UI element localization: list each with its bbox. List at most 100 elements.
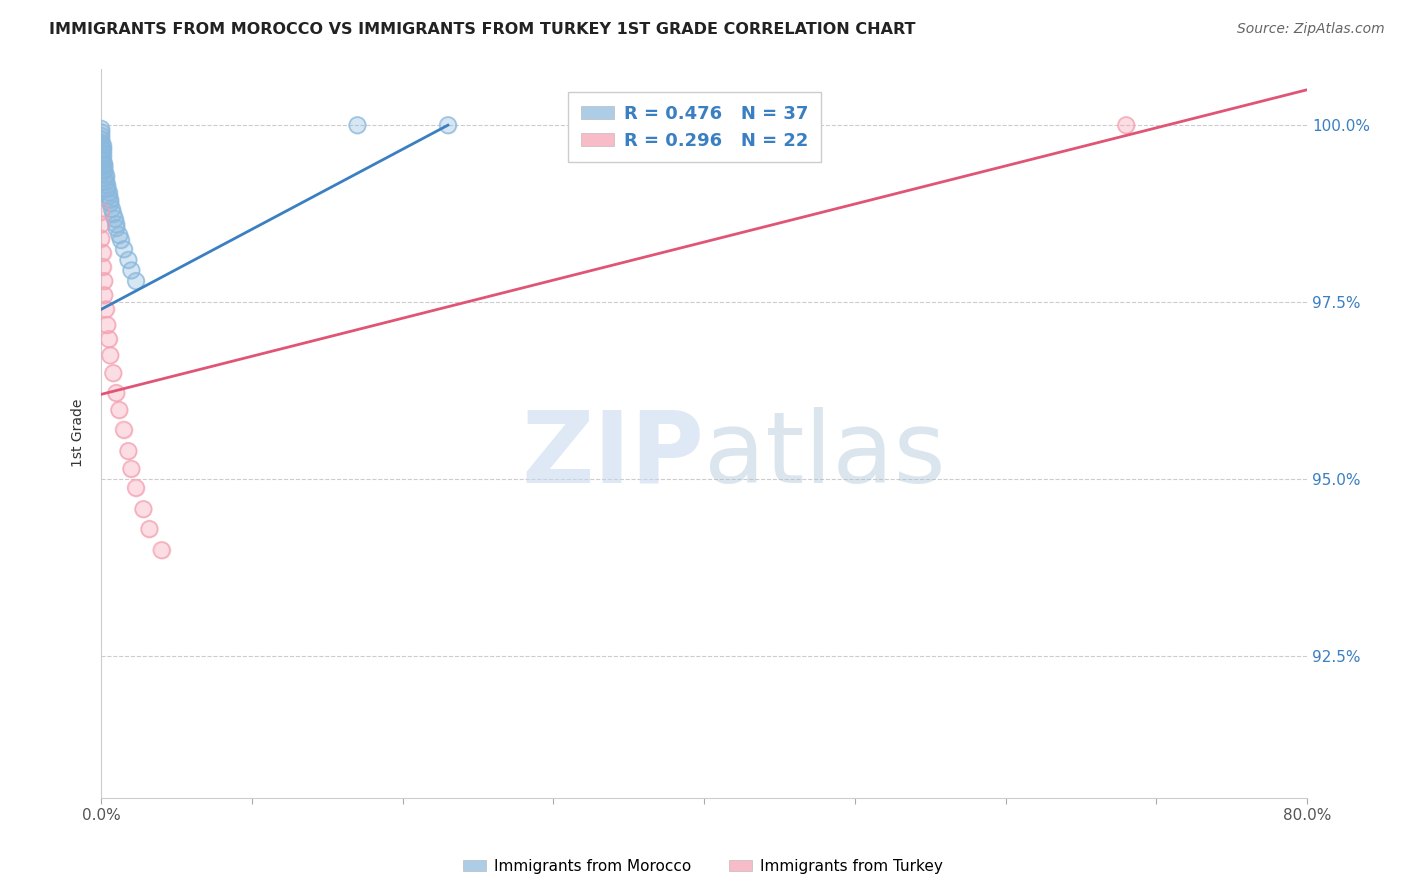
Point — [103, 207, 125, 221]
Text: atlas: atlas — [704, 407, 946, 504]
Point — [98, 348, 121, 362]
Point — [97, 186, 120, 200]
Point — [346, 118, 368, 132]
Point — [90, 204, 112, 219]
Point — [437, 118, 460, 132]
Point — [90, 231, 112, 245]
Point — [105, 220, 128, 235]
Point — [100, 202, 122, 216]
Point — [105, 220, 128, 235]
Point — [132, 502, 155, 516]
Point — [1115, 118, 1137, 132]
Point — [112, 242, 135, 256]
Point — [110, 233, 132, 247]
Point — [90, 132, 112, 146]
Point — [120, 263, 142, 277]
Point — [125, 274, 148, 288]
Point — [97, 189, 120, 203]
Point — [100, 202, 122, 216]
Point — [91, 150, 114, 164]
Point — [437, 118, 460, 132]
Y-axis label: 1st Grade: 1st Grade — [72, 399, 86, 467]
Point — [91, 143, 114, 157]
Point — [108, 403, 131, 417]
Point — [90, 231, 112, 245]
Point — [105, 385, 128, 400]
Point — [90, 136, 112, 150]
Point — [117, 444, 139, 458]
Point — [97, 189, 120, 203]
Point — [96, 182, 118, 196]
Point — [90, 218, 112, 232]
Point — [91, 138, 114, 153]
Point — [125, 481, 148, 495]
Point — [150, 543, 173, 558]
Point — [90, 121, 112, 136]
Point — [94, 302, 117, 317]
Point — [94, 168, 117, 182]
Point — [97, 332, 120, 346]
Point — [98, 193, 121, 207]
Point — [91, 143, 114, 157]
Point — [138, 522, 160, 536]
Point — [104, 211, 127, 226]
Point — [105, 218, 128, 232]
Point — [90, 218, 112, 232]
Point — [91, 150, 114, 164]
Point — [108, 227, 131, 242]
Point — [108, 403, 131, 417]
Point — [91, 260, 114, 274]
Point — [93, 162, 115, 177]
Text: Source: ZipAtlas.com: Source: ZipAtlas.com — [1237, 22, 1385, 37]
Point — [132, 502, 155, 516]
Point — [120, 461, 142, 475]
Point — [90, 132, 112, 146]
Point — [93, 159, 115, 173]
Point — [94, 175, 117, 189]
Point — [93, 159, 115, 173]
Point — [90, 128, 112, 143]
Point — [91, 153, 114, 168]
Point — [93, 157, 115, 171]
Point — [96, 318, 118, 332]
Point — [96, 318, 118, 332]
Point — [138, 522, 160, 536]
Point — [112, 242, 135, 256]
Point — [94, 175, 117, 189]
Point — [98, 193, 121, 207]
Point — [125, 274, 148, 288]
Point — [93, 288, 115, 302]
Point — [117, 252, 139, 267]
Point — [120, 263, 142, 277]
Point — [125, 481, 148, 495]
Point — [91, 138, 114, 153]
Point — [103, 366, 125, 380]
Point — [104, 211, 127, 226]
Point — [91, 260, 114, 274]
Point — [93, 164, 115, 178]
Point — [91, 153, 114, 168]
Point — [94, 171, 117, 186]
Point — [1115, 118, 1137, 132]
Point — [91, 146, 114, 161]
Point — [96, 178, 118, 193]
Point — [117, 252, 139, 267]
Point — [93, 274, 115, 288]
Point — [120, 461, 142, 475]
Point — [91, 245, 114, 260]
Point — [108, 227, 131, 242]
Point — [90, 125, 112, 139]
Point — [93, 274, 115, 288]
Point — [97, 332, 120, 346]
Point — [91, 141, 114, 155]
Point — [110, 233, 132, 247]
Point — [90, 128, 112, 143]
Point — [98, 348, 121, 362]
Point — [90, 125, 112, 139]
Point — [105, 218, 128, 232]
Point — [112, 423, 135, 437]
Point — [93, 162, 115, 177]
Point — [90, 204, 112, 219]
Text: IMMIGRANTS FROM MOROCCO VS IMMIGRANTS FROM TURKEY 1ST GRADE CORRELATION CHART: IMMIGRANTS FROM MOROCCO VS IMMIGRANTS FR… — [49, 22, 915, 37]
Legend: Immigrants from Morocco, Immigrants from Turkey: Immigrants from Morocco, Immigrants from… — [457, 853, 949, 880]
